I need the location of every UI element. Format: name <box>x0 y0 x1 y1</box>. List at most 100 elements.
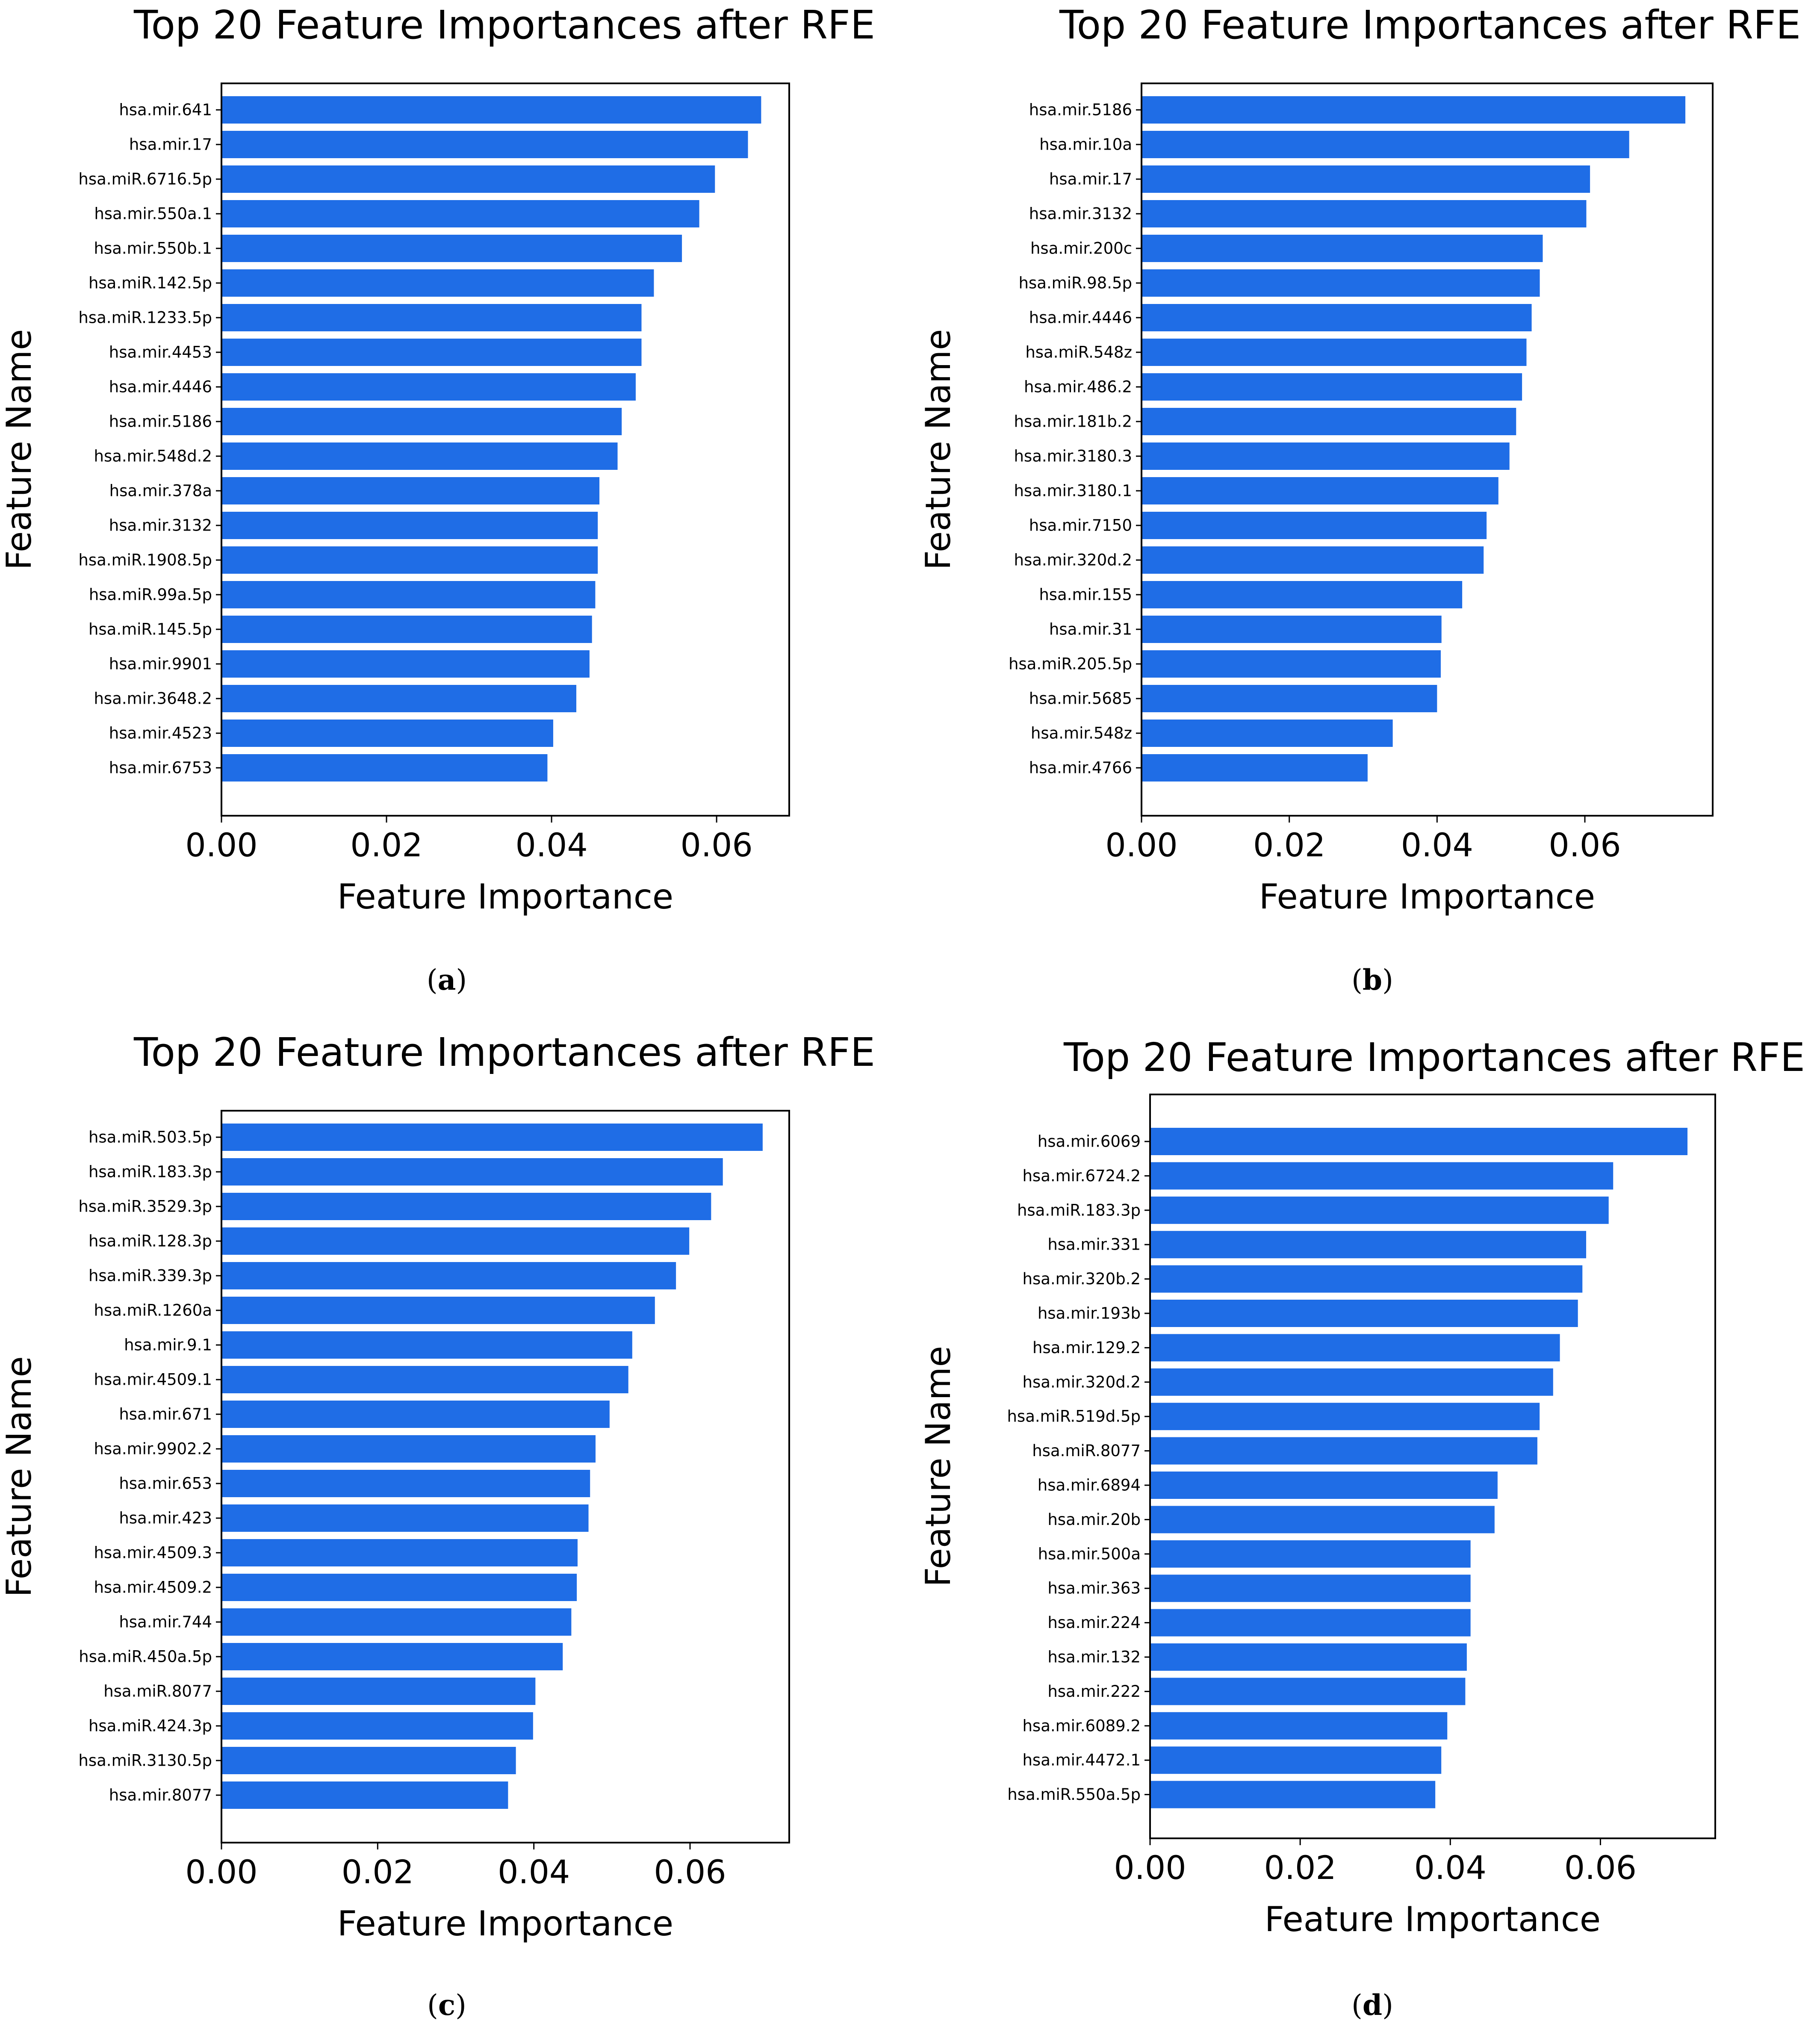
y-tick-label: hsa.mir.4523 <box>109 724 212 743</box>
y-tick-label: hsa.mir.9902.2 <box>94 1440 212 1458</box>
y-tick-label: hsa.mir.6069 <box>1038 1133 1141 1151</box>
bar-hsa.mir.155 <box>1142 581 1463 608</box>
bar-hsa.miR.3529.3p <box>221 1193 711 1220</box>
bar-hsa.mir.8077 <box>221 1781 508 1809</box>
y-tick-label: hsa.mir.548d.2 <box>94 447 212 466</box>
bar-hsa.miR.548z <box>1142 339 1527 366</box>
bar-hsa.mir.744 <box>221 1608 572 1636</box>
bar-hsa.mir.331 <box>1150 1231 1587 1259</box>
panel-label: (d) <box>1351 1988 1393 2022</box>
y-tick-label: hsa.miR.1908.5p <box>78 551 212 569</box>
bar-hsa.mir.6069 <box>1150 1128 1688 1155</box>
y-tick-label: hsa.mir.4472.1 <box>1022 1751 1141 1770</box>
plot-frame <box>221 1110 790 1843</box>
bar-hsa.mir.4472.1 <box>1150 1746 1442 1774</box>
y-tick-label: hsa.mir.9901 <box>109 655 212 673</box>
y-tick-label: hsa.mir.486.2 <box>1024 378 1132 396</box>
x-tick-label: 0.04 <box>515 826 587 864</box>
plot-frame <box>1141 83 1714 817</box>
bar-hsa.mir.20b <box>1150 1506 1495 1534</box>
x-tick-label: 0.00 <box>1105 826 1177 864</box>
y-tick-label: hsa.miR.339.3p <box>88 1267 212 1285</box>
bar-hsa.mir.4523 <box>221 720 553 747</box>
x-tick-label: 0.06 <box>1549 826 1621 864</box>
chart-title: Top 20 Feature Importances after RFE <box>133 1029 875 1075</box>
bar-hsa.mir.6724.2 <box>1150 1162 1614 1190</box>
bar-hsa.mir.3132 <box>221 512 598 539</box>
y-tick-label: hsa.miR.550a.5p <box>1007 1785 1141 1804</box>
bar-hsa.miR.1908.5p <box>221 546 598 574</box>
bar-hsa.mir.4509.3 <box>221 1539 578 1566</box>
bar-hsa.miR.1260a <box>221 1297 655 1324</box>
x-tick-label: 0.04 <box>1414 1849 1487 1887</box>
y-tick-label: hsa.mir.6724.2 <box>1022 1167 1141 1185</box>
bar-hsa.mir.363 <box>1150 1575 1471 1602</box>
bar-hsa.mir.6894 <box>1150 1472 1498 1499</box>
bar-hsa.miR.424.3p <box>221 1712 533 1740</box>
y-tick-label: hsa.mir.4766 <box>1029 759 1132 777</box>
y-tick-label: hsa.miR.450a.5p <box>79 1648 212 1666</box>
bar-hsa.mir.378a <box>221 477 600 504</box>
panel-label: (b) <box>1351 963 1393 997</box>
bar-hsa.miR.145.5p <box>221 616 592 643</box>
panel-letter: d <box>1363 1988 1382 2022</box>
y-axis-label: Feature Name <box>0 329 39 570</box>
y-tick-label: hsa.mir.17 <box>1049 170 1132 189</box>
bar-hsa.mir.3180.1 <box>1142 477 1498 504</box>
bar-hsa.mir.320d.2 <box>1142 546 1484 574</box>
y-tick-label: hsa.miR.183.3p <box>1017 1201 1141 1219</box>
chart-panel-d: hsa.mir.6069 hsa.mir.6724.2 hsa.miR.183.3p… <box>918 1035 1805 2022</box>
y-tick-label: hsa.mir.8077 <box>109 1786 212 1805</box>
bar-hsa.miR.8077 <box>221 1678 536 1705</box>
y-tick-label: hsa.mir.331 <box>1047 1236 1141 1254</box>
panel-letter: b <box>1363 963 1382 997</box>
y-tick-label: hsa.mir.4509.1 <box>94 1371 212 1389</box>
y-axis-label: Feature Name <box>918 329 958 570</box>
y-tick-label: hsa.mir.200c <box>1030 239 1132 258</box>
y-tick-label: hsa.mir.222 <box>1047 1682 1141 1701</box>
bar-hsa.miR.6716.5p <box>221 165 715 193</box>
y-tick-label: hsa.mir.4509.2 <box>94 1578 212 1597</box>
x-axis-label: Feature Importance <box>337 877 673 917</box>
y-tick-label: hsa.mir.3648.2 <box>94 690 212 708</box>
x-tick-label: 0.02 <box>350 826 422 864</box>
y-tick-label: hsa.miR.503.5p <box>88 1128 212 1147</box>
bar-hsa.mir.5186 <box>221 408 622 435</box>
bar-hsa.mir.671 <box>221 1401 610 1428</box>
panel-letter: c <box>438 1988 455 2022</box>
y-tick-label: hsa.miR.99a.5p <box>89 586 212 604</box>
bar-hsa.mir.9902.2 <box>221 1435 596 1463</box>
y-tick-label: hsa.mir.3180.1 <box>1014 482 1132 500</box>
bar-hsa.mir.320d.2 <box>1150 1368 1553 1396</box>
y-tick-label: hsa.mir.548z <box>1031 724 1132 743</box>
y-tick-label: hsa.miR.8077 <box>103 1682 212 1701</box>
chart-title: Top 20 Feature Importances after RFE <box>1059 2 1801 48</box>
bar-hsa.mir.3132 <box>1142 200 1587 227</box>
panel-label: (c) <box>427 1988 466 2022</box>
y-tick-label: hsa.mir.224 <box>1047 1613 1141 1632</box>
bar-hsa.mir.10a <box>1142 131 1629 158</box>
bar-hsa.mir.641 <box>221 96 761 124</box>
x-tick-label: 0.00 <box>185 1853 257 1891</box>
y-tick-label: hsa.miR.3130.5p <box>78 1752 212 1770</box>
x-axis-label: Feature Importance <box>337 1904 673 1944</box>
y-tick-label: hsa.mir.320b.2 <box>1023 1270 1141 1288</box>
bar-hsa.mir.4766 <box>1142 754 1368 782</box>
y-tick-label: hsa.mir.653 <box>119 1475 212 1493</box>
bar-hsa.mir.193b <box>1150 1300 1578 1327</box>
y-tick-label: hsa.mir.378a <box>109 482 212 500</box>
y-tick-label: hsa.mir.132 <box>1047 1648 1141 1666</box>
x-tick-label: 0.06 <box>654 1853 726 1891</box>
y-tick-label: hsa.miR.519d.5p <box>1007 1407 1141 1426</box>
bar-hsa.mir.548z <box>1142 720 1393 747</box>
bar-hsa.miR.128.3p <box>221 1227 690 1255</box>
bar-hsa.mir.3180.3 <box>1142 442 1510 470</box>
bar-hsa.mir.132 <box>1150 1643 1467 1671</box>
panel-label: (a) <box>427 963 467 997</box>
y-axis-label: Feature Name <box>0 1356 39 1597</box>
y-tick-label: hsa.mir.320d.2 <box>1014 551 1132 569</box>
bar-hsa.mir.3648.2 <box>221 685 576 712</box>
y-tick-label: hsa.miR.183.3p <box>88 1163 212 1181</box>
y-tick-label: hsa.miR.145.5p <box>88 620 212 639</box>
y-axis-label: Feature Name <box>918 1346 958 1587</box>
